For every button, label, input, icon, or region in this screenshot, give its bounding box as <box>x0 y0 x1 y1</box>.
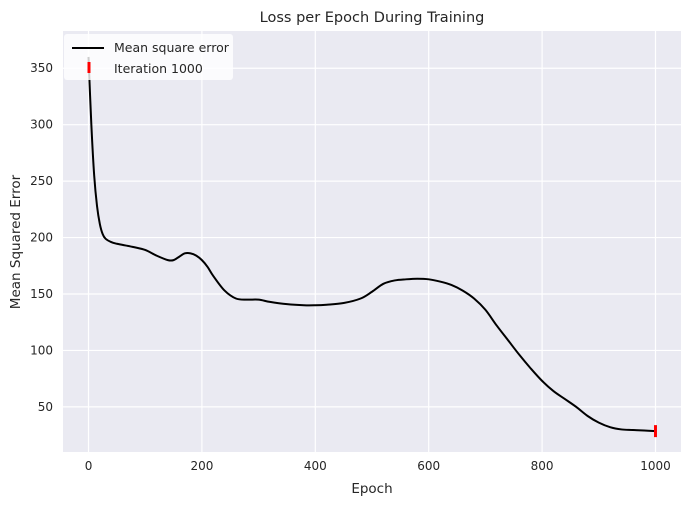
grid-lines <box>63 31 681 452</box>
plot-area <box>63 31 681 452</box>
y-tick-label: 150 <box>30 287 53 301</box>
legend-label-mean-square-error: Mean square error <box>114 40 230 55</box>
x-tick-label: 400 <box>304 459 327 473</box>
legend-label-iteration-1000: Iteration 1000 <box>114 61 203 76</box>
y-tick-label: 200 <box>30 231 53 245</box>
x-tick-label: 0 <box>85 459 93 473</box>
x-tick-label: 200 <box>190 459 213 473</box>
x-axis-ticks: 0 200 400 600 800 1000 <box>85 459 671 473</box>
chart-title: Loss per Epoch During Training <box>260 10 485 26</box>
x-tick-label: 1000 <box>640 459 671 473</box>
x-tick-label: 800 <box>531 459 554 473</box>
y-tick-label: 50 <box>38 400 53 414</box>
mse-series-line <box>87 56 656 433</box>
y-tick-label: 350 <box>30 61 53 75</box>
y-tick-label: 300 <box>30 118 53 132</box>
x-tick-label: 600 <box>417 459 440 473</box>
series-layer <box>87 56 656 433</box>
y-tick-label: 100 <box>30 343 53 357</box>
legend: Mean square error Iteration 1000 <box>64 34 233 80</box>
y-axis-ticks: 50 100 150 200 250 300 350 <box>30 61 53 414</box>
y-axis-title: Mean Squared Error <box>8 174 24 309</box>
legend-box <box>64 34 233 80</box>
y-tick-label: 250 <box>30 174 53 188</box>
x-axis-title: Epoch <box>351 481 392 497</box>
